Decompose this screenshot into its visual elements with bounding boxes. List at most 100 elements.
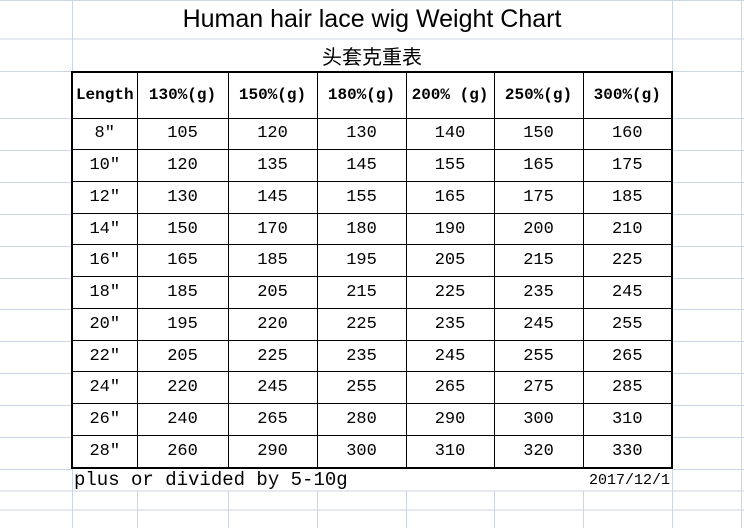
weight-cell[interactable]: 150 bbox=[493, 117, 584, 151]
length-cell[interactable]: 26″ bbox=[71, 403, 138, 436]
weight-cell[interactable]: 205 bbox=[227, 276, 318, 309]
column-header-200g[interactable]: 200% (g) bbox=[405, 71, 495, 119]
weight-cell[interactable]: 245 bbox=[227, 371, 318, 405]
weight-cell[interactable]: 245 bbox=[405, 339, 495, 373]
length-cell[interactable]: 14″ bbox=[71, 212, 138, 246]
table-row: 10″ 120 135 145 155 165 175 bbox=[71, 149, 673, 182]
weight-cell[interactable]: 160 bbox=[582, 117, 673, 151]
table-row: 18″ 185 205 215 225 235 245 bbox=[71, 276, 673, 309]
weight-cell[interactable]: 260 bbox=[136, 434, 229, 469]
weight-cell[interactable]: 225 bbox=[227, 339, 318, 373]
weight-cell[interactable]: 290 bbox=[405, 403, 495, 436]
weight-cell[interactable]: 255 bbox=[493, 339, 584, 373]
weight-cell[interactable]: 130 bbox=[136, 180, 229, 214]
length-cell[interactable]: 16″ bbox=[71, 244, 138, 278]
table-row: 8″ 105 120 130 140 150 160 bbox=[71, 117, 673, 151]
weight-cell[interactable]: 135 bbox=[227, 149, 318, 182]
weight-cell[interactable]: 155 bbox=[316, 180, 407, 214]
length-cell[interactable]: 8″ bbox=[71, 117, 138, 151]
weight-cell[interactable]: 170 bbox=[227, 212, 318, 246]
weight-cell[interactable]: 180 bbox=[316, 212, 407, 246]
column-header-250g[interactable]: 250%(g) bbox=[493, 71, 584, 119]
column-header-150g[interactable]: 150%(g) bbox=[227, 71, 318, 119]
weight-cell[interactable]: 165 bbox=[493, 149, 584, 182]
weight-cell[interactable]: 220 bbox=[227, 307, 318, 341]
weight-table: Length 130%(g) 150%(g) 180%(g) 200% (g) 250%(… bbox=[71, 71, 673, 469]
weight-cell[interactable]: 225 bbox=[316, 307, 407, 341]
weight-cell[interactable]: 235 bbox=[316, 339, 407, 373]
length-cell[interactable]: 12″ bbox=[71, 180, 138, 214]
weight-cell[interactable]: 235 bbox=[493, 276, 584, 309]
weight-cell[interactable]: 290 bbox=[227, 434, 318, 469]
weight-cell[interactable]: 215 bbox=[316, 276, 407, 309]
weight-cell[interactable]: 225 bbox=[582, 244, 673, 278]
weight-cell[interactable]: 225 bbox=[405, 276, 495, 309]
weight-cell[interactable]: 300 bbox=[493, 403, 584, 436]
weight-cell[interactable]: 120 bbox=[227, 117, 318, 151]
column-header-300g[interactable]: 300%(g) bbox=[582, 71, 673, 119]
weight-cell[interactable]: 205 bbox=[405, 244, 495, 278]
length-cell[interactable]: 24″ bbox=[71, 371, 138, 405]
weight-cell[interactable]: 215 bbox=[493, 244, 584, 278]
weight-cell[interactable]: 275 bbox=[493, 371, 584, 405]
weight-cell[interactable]: 220 bbox=[136, 371, 229, 405]
weight-cell[interactable]: 280 bbox=[316, 403, 407, 436]
weight-cell[interactable]: 155 bbox=[405, 149, 495, 182]
footer-date: 2017/12/1 bbox=[588, 472, 670, 489]
table-row: 22″ 205 225 235 245 255 265 bbox=[71, 339, 673, 373]
length-cell[interactable]: 20″ bbox=[71, 307, 138, 341]
table-title: Human hair lace wig Weight Chart bbox=[182, 5, 562, 33]
weight-cell[interactable]: 265 bbox=[227, 403, 318, 436]
table-row: 12″ 130 145 155 165 175 185 bbox=[71, 180, 673, 214]
weight-cell[interactable]: 245 bbox=[582, 276, 673, 309]
length-cell[interactable]: 22″ bbox=[71, 339, 138, 373]
table-subtitle-chinese: 头套克重表 bbox=[322, 47, 422, 69]
weight-cell[interactable]: 245 bbox=[493, 307, 584, 341]
length-cell[interactable]: 28″ bbox=[71, 434, 138, 469]
weight-cell[interactable]: 210 bbox=[582, 212, 673, 246]
weight-cell[interactable]: 105 bbox=[136, 117, 229, 151]
table-row: 20″ 195 220 225 235 245 255 bbox=[71, 307, 673, 341]
table-row: 16″ 165 185 195 205 215 225 bbox=[71, 244, 673, 278]
weight-cell[interactable]: 200 bbox=[493, 212, 584, 246]
weight-cell[interactable]: 300 bbox=[316, 434, 407, 469]
weight-cell[interactable]: 195 bbox=[136, 307, 229, 341]
weight-cell[interactable]: 310 bbox=[582, 403, 673, 436]
weight-cell[interactable]: 330 bbox=[582, 434, 673, 469]
weight-cell[interactable]: 145 bbox=[227, 180, 318, 214]
weight-cell[interactable]: 265 bbox=[405, 371, 495, 405]
weight-cell[interactable]: 240 bbox=[136, 403, 229, 436]
header-row: Length 130%(g) 150%(g) 180%(g) 200% (g) 250%(… bbox=[71, 71, 673, 119]
weight-cell[interactable]: 140 bbox=[405, 117, 495, 151]
weight-cell[interactable]: 175 bbox=[582, 149, 673, 182]
weight-cell[interactable]: 130 bbox=[316, 117, 407, 151]
column-header-180g[interactable]: 180%(g) bbox=[316, 71, 407, 119]
footer-note: plus or divided by 5-10g bbox=[74, 469, 348, 491]
weight-cell[interactable]: 310 bbox=[405, 434, 495, 469]
weight-cell[interactable]: 185 bbox=[582, 180, 673, 214]
weight-cell[interactable]: 150 bbox=[136, 212, 229, 246]
table-row: 28″ 260 290 300 310 320 330 bbox=[71, 434, 673, 469]
column-header-130g[interactable]: 130%(g) bbox=[136, 71, 229, 119]
weight-cell[interactable]: 320 bbox=[493, 434, 584, 469]
weight-cell[interactable]: 185 bbox=[227, 244, 318, 278]
weight-cell[interactable]: 235 bbox=[405, 307, 495, 341]
weight-cell[interactable]: 285 bbox=[582, 371, 673, 405]
weight-cell[interactable]: 145 bbox=[316, 149, 407, 182]
weight-cell[interactable]: 255 bbox=[316, 371, 407, 405]
length-cell[interactable]: 10″ bbox=[71, 149, 138, 182]
weight-cell[interactable]: 190 bbox=[405, 212, 495, 246]
weight-cell[interactable]: 195 bbox=[316, 244, 407, 278]
weight-cell[interactable]: 175 bbox=[493, 180, 584, 214]
weight-cell[interactable]: 185 bbox=[136, 276, 229, 309]
weight-cell[interactable]: 205 bbox=[136, 339, 229, 373]
weight-cell[interactable]: 120 bbox=[136, 149, 229, 182]
table-row: 26″ 240 265 280 290 300 310 bbox=[71, 403, 673, 436]
weight-cell[interactable]: 165 bbox=[405, 180, 495, 214]
weight-cell[interactable]: 255 bbox=[582, 307, 673, 341]
weight-cell[interactable]: 165 bbox=[136, 244, 229, 278]
weight-cell[interactable]: 265 bbox=[582, 339, 673, 373]
length-cell[interactable]: 18″ bbox=[71, 276, 138, 309]
column-header-length[interactable]: Length bbox=[71, 71, 138, 119]
